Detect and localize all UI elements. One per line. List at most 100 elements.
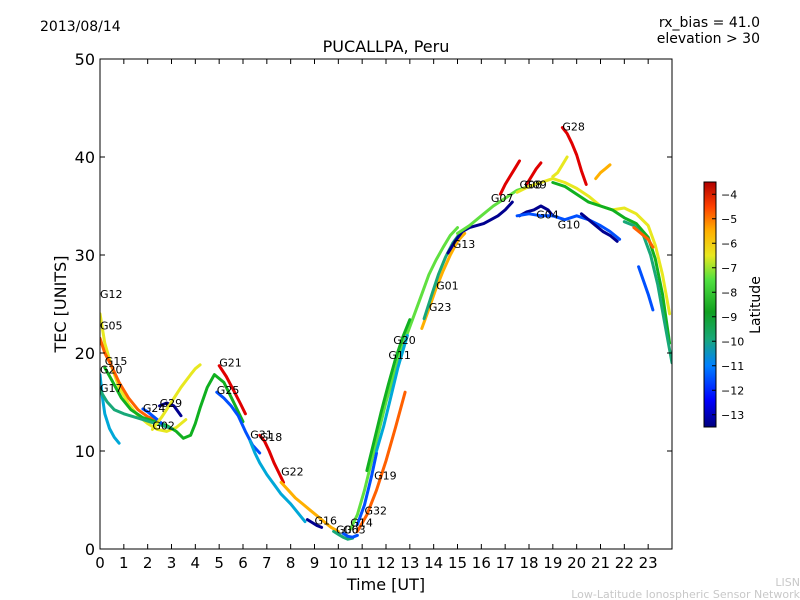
footer-org-short: LISN	[775, 576, 800, 589]
chart-title: PUCALLPA, Peru	[323, 37, 450, 56]
colorbar-tick-label-2: −6	[721, 237, 737, 250]
x-tick-label-2: 2	[143, 554, 153, 572]
series-label-g21-8: G21	[219, 357, 242, 370]
series-G08-25	[498, 159, 521, 196]
series-label-g18-11: G18	[260, 431, 283, 444]
series-label-g17-4: G17	[100, 382, 123, 395]
series-G05-1	[100, 336, 162, 424]
series-G18-11	[258, 433, 285, 484]
series-track-31	[551, 181, 672, 345]
series-label-g16-13: G16	[315, 515, 338, 528]
x-tick-label-0: 0	[95, 554, 105, 572]
series-G28-29	[560, 126, 588, 186]
colorbar-ticks: −4 −5 −6 −7 −8 −9 −10 −11 −12 −13	[712, 188, 744, 422]
series-label-g28-29: G28	[562, 121, 585, 134]
series-G22-12	[279, 480, 340, 533]
x-axis-label: Time [UT]	[346, 575, 425, 594]
series-G04-27	[518, 204, 555, 218]
y-tick-label-1: 10	[75, 442, 95, 461]
series-label-g04-27: G04	[536, 209, 559, 222]
series-label-g22-12: G22	[281, 466, 304, 479]
footer-org-full: Low-Latitude Ionospheric Sensor Network	[571, 588, 800, 600]
y-tick-label-3: 30	[75, 246, 95, 265]
series-label-g24-5: G24	[143, 402, 166, 415]
series-G23-21	[420, 231, 467, 330]
series-track-36	[594, 163, 612, 181]
series-G15-2	[103, 366, 245, 440]
x-tick-label-19: 19	[543, 554, 562, 572]
series-label-g08-25: G08	[520, 178, 543, 191]
x-tick-label-6: 6	[238, 554, 248, 572]
series-label-g06-14: G06	[336, 523, 359, 536]
x-tick-label-14: 14	[424, 554, 443, 572]
series-track-37	[579, 212, 619, 243]
colorbar-tick-label-1: −5	[721, 213, 737, 226]
y-tick-label-2: 20	[75, 344, 95, 363]
series-label-g32-17: G32	[365, 505, 388, 518]
series-track-34	[632, 226, 655, 249]
x-tick-label-5: 5	[214, 554, 224, 572]
x-tick-label-4: 4	[191, 554, 201, 572]
series-label-g20-20: G20	[393, 334, 416, 347]
series-label-g09-26: G09	[524, 178, 547, 191]
series-label-g15-2: G15	[105, 355, 128, 368]
x-tick-label-21: 21	[591, 554, 610, 572]
x-tick-label-9: 9	[310, 554, 320, 572]
x-tick-label-1: 1	[119, 554, 129, 572]
colorbar-tick-label-3: −7	[721, 262, 737, 275]
x-tick-label-10: 10	[329, 554, 348, 572]
series-G21-8	[217, 364, 247, 416]
series-track-32	[622, 220, 672, 365]
elevation-label: elevation > 30	[657, 31, 760, 47]
x-tick-label-18: 18	[519, 554, 538, 572]
y-tick-label-4: 40	[75, 148, 95, 167]
x-tick-label-8: 8	[286, 554, 296, 572]
series-G11-19	[375, 333, 409, 453]
series-G06-14	[332, 529, 355, 541]
series-G20-20	[365, 318, 412, 473]
x-tick-label-7: 7	[262, 554, 272, 572]
series-label-g23-21: G23	[429, 301, 452, 314]
series-layer	[100, 126, 672, 541]
series-G17-4	[100, 388, 173, 430]
series-G16-13	[305, 518, 324, 529]
series-label-g20-3: G20	[100, 364, 123, 377]
series-G10-28	[515, 212, 622, 241]
rx-bias-label: rx_bias = 41.0	[659, 15, 760, 31]
x-tick-label-20: 20	[567, 554, 586, 572]
series-G13-23	[446, 200, 514, 255]
colorbar-tick-label-8: −12	[721, 384, 744, 397]
colorbar-tick-label-7: −11	[721, 360, 744, 373]
series-label-g25-9: G25	[217, 384, 240, 397]
series-label-g19-18: G19	[374, 469, 397, 482]
series-label-layer: G12G05G15G20G17G24G29G02G21G25G31G18G22G…	[100, 121, 585, 537]
x-tick-label-15: 15	[448, 554, 467, 572]
series-label-g31-10: G31	[250, 428, 273, 441]
series-G09-26	[525, 161, 543, 186]
series-G32-17	[355, 390, 407, 533]
series-label-g03-15: G03	[343, 523, 366, 536]
series-label-g11-19: G11	[388, 349, 411, 362]
x-tick-label-3: 3	[167, 554, 177, 572]
y-axis: 0 10 20 30 40 50	[75, 50, 672, 559]
series-track-35	[551, 155, 569, 179]
colorbar-tick-label-9: −13	[721, 409, 744, 422]
series-G03-15	[341, 531, 359, 539]
x-axis: 0 1 2 3 4 5 6 7 8 9 10 11 12 13 14 15 16 17 18 19 20 21 22 23	[95, 59, 658, 572]
series-label-g02-7: G02	[152, 419, 175, 432]
date-label: 2013/08/14	[40, 19, 121, 35]
colorbar-tick-label-0: −4	[721, 188, 737, 201]
series-label-g29-6: G29	[160, 397, 183, 410]
x-tick-label-12: 12	[376, 554, 395, 572]
series-G02-7	[150, 363, 202, 431]
colorbar-tick-label-6: −10	[721, 335, 744, 348]
colorbar-tick-label-4: −8	[721, 286, 737, 299]
series-G19-18	[355, 451, 378, 526]
x-tick-label-17: 17	[496, 554, 515, 572]
series-track-33	[637, 265, 655, 312]
x-tick-label-13: 13	[400, 554, 419, 572]
series-label-g01-22: G01	[436, 279, 459, 292]
series-label-g07-24: G07	[491, 192, 514, 205]
x-tick-label-16: 16	[472, 554, 491, 572]
